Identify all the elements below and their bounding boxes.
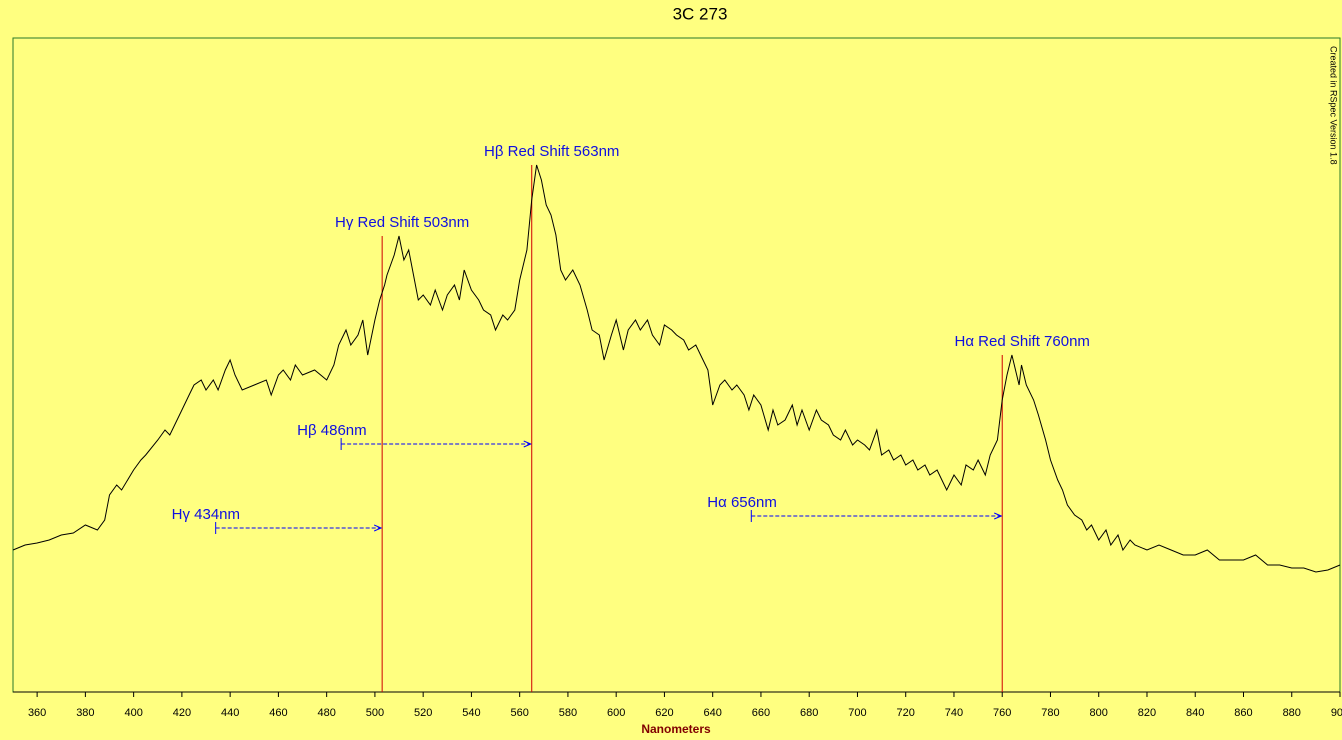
x-axis-label: Nanometers: [641, 722, 711, 736]
x-tick-label: 720: [897, 707, 915, 719]
x-tick-label: 520: [414, 707, 432, 719]
x-tick-label: 880: [1283, 707, 1301, 719]
x-tick-label: 620: [655, 707, 673, 719]
x-tick-label: 740: [945, 707, 963, 719]
x-tick-label: 400: [124, 707, 142, 719]
shift-label: Hα 656nm: [707, 494, 777, 511]
peak-label: Hβ Red Shift 563nm: [484, 143, 619, 160]
x-tick-label: 820: [1138, 707, 1156, 719]
x-tick-label: 460: [269, 707, 287, 719]
x-tick-label: 500: [366, 707, 384, 719]
x-tick-label: 780: [1041, 707, 1059, 719]
peak-label: Hγ Red Shift 503nm: [335, 214, 469, 231]
x-tick-label: 560: [510, 707, 528, 719]
x-tick-label: 380: [76, 707, 94, 719]
x-tick-label: 700: [848, 707, 866, 719]
x-tick-label: 440: [221, 707, 239, 719]
spectrum-line: [12, 164, 1341, 573]
shift-label: Hγ 434nm: [172, 506, 240, 523]
x-tick-label: 540: [462, 707, 480, 719]
x-tick-label: 680: [800, 707, 818, 719]
shift-label: Hβ 486nm: [297, 422, 367, 439]
side-note: Created in RSpec Version 1.8: [1329, 46, 1339, 165]
x-tick-label: 480: [317, 707, 335, 719]
x-tick-label: 840: [1186, 707, 1204, 719]
x-tick-label: 640: [704, 707, 722, 719]
x-tick-label: 660: [752, 707, 770, 719]
x-tick-label: 360: [28, 707, 46, 719]
x-tick-label: 800: [1090, 707, 1108, 719]
x-tick-label: 600: [607, 707, 625, 719]
peak-label: Hα Red Shift 760nm: [955, 333, 1090, 350]
x-tick-label: 760: [993, 707, 1011, 719]
chart-title: 3C 273: [673, 4, 728, 23]
x-tick-label: 580: [559, 707, 577, 719]
x-tick-label: 860: [1234, 707, 1252, 719]
x-tick-label: 420: [173, 707, 191, 719]
x-tick-label: 900: [1331, 707, 1342, 719]
